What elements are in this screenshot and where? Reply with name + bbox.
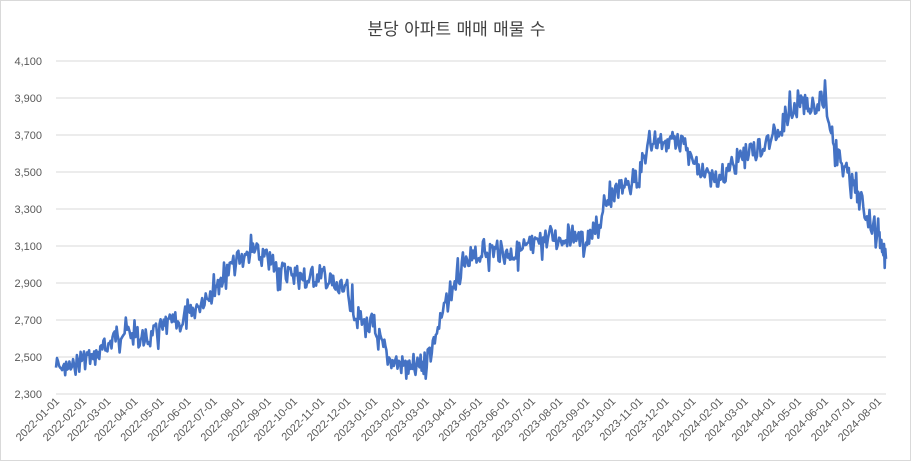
y-tick-label: 2,500 — [14, 352, 42, 364]
y-tick-label: 3,700 — [14, 130, 42, 142]
y-tick-label: 3,300 — [14, 204, 42, 216]
y-tick-label: 2,900 — [14, 278, 42, 290]
y-tick-label: 3,900 — [14, 93, 42, 105]
chart-title: 분당 아파트 매매 매물 수 — [367, 20, 546, 40]
x-axis-ticks: 2022-01-012022-02-012022-03-012022-04-01… — [14, 396, 884, 444]
y-axis-ticks: 2,300 2,500 2,700 2,900 3,100 3,300 3,500 3,700… — [14, 56, 42, 401]
y-tick-label: 2,700 — [14, 315, 42, 327]
series-line — [54, 79, 888, 380]
gridlines — [56, 60, 886, 395]
y-tick-label: 3,100 — [14, 241, 42, 253]
series-layer — [54, 79, 888, 380]
y-tick-label: 2,300 — [14, 389, 42, 401]
y-tick-label: 4,100 — [14, 56, 42, 68]
y-tick-label: 3,500 — [14, 167, 42, 179]
